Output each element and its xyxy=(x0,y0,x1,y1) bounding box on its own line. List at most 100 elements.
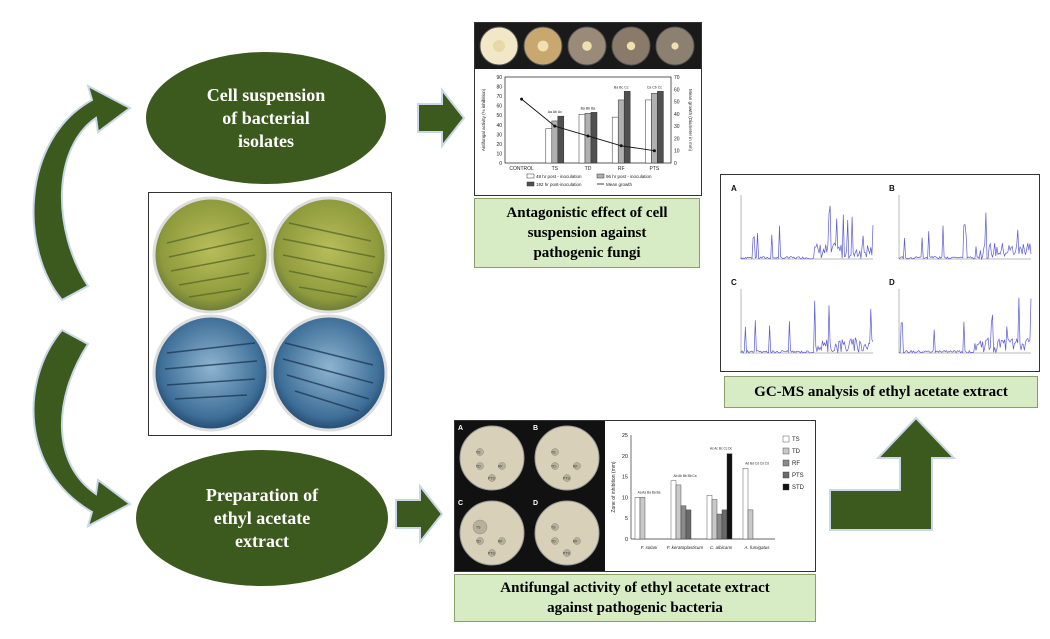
bar-data-label: Ba Bc Cc xyxy=(614,85,629,89)
mean-growth-point xyxy=(619,144,623,148)
y2-tick-label: 50 xyxy=(674,100,680,106)
disc-label: PTS xyxy=(563,552,570,556)
gcms-letter: C xyxy=(731,278,737,287)
legend-swatch xyxy=(782,471,790,479)
y-tick-label: 40 xyxy=(496,123,502,129)
disc-label: TD xyxy=(476,540,481,544)
curved-arrow-top xyxy=(32,84,132,302)
legend-swatch xyxy=(782,447,790,455)
bar xyxy=(675,484,682,540)
legend-label: Mean growth xyxy=(606,182,633,187)
disc xyxy=(498,462,506,470)
y-tick-label: 5 xyxy=(625,516,628,522)
disc xyxy=(551,448,559,456)
mean-growth-point xyxy=(553,124,557,128)
bar xyxy=(657,91,664,164)
disc xyxy=(563,549,571,557)
bar xyxy=(617,99,625,164)
bar-data-label: Ba Bb Ba xyxy=(581,106,596,110)
gcms-letter: D xyxy=(889,278,895,287)
block-arrow-bottom xyxy=(395,483,444,545)
block-arrow-top xyxy=(417,87,466,149)
plate-bottom-right xyxy=(270,314,388,432)
gcms-letter: B xyxy=(889,184,895,193)
x-tick-label: F. keratoplasticum xyxy=(667,545,703,550)
bar xyxy=(711,499,718,540)
x-tick-label: F. solani xyxy=(641,545,658,550)
bar xyxy=(557,115,565,164)
bar xyxy=(706,495,713,540)
plate-top-left xyxy=(152,196,270,314)
disc-label: TS xyxy=(476,526,481,530)
bar-data-label: Ab Ab Bb Bb Ca xyxy=(673,474,696,478)
disc xyxy=(573,537,581,545)
y2-tick-label: 70 xyxy=(674,75,680,81)
petri-letter: D xyxy=(533,500,538,507)
y-tick-label: 20 xyxy=(622,454,628,460)
y-tick-label: 80 xyxy=(496,85,502,91)
bar xyxy=(680,505,687,540)
y-tick-label: 10 xyxy=(622,495,628,501)
legend-swatch xyxy=(782,435,790,443)
y2-tick-label: 10 xyxy=(674,149,680,155)
y2-tick-label: 60 xyxy=(674,87,680,93)
legend-label: 96 hr post - inoculation xyxy=(606,174,652,179)
bar-data-label: Ad Bd Cd Cd Cd xyxy=(745,461,769,465)
mean-growth-point xyxy=(652,149,656,153)
ellipse-cell-suspension-label: Cell suspension of bacterial isolates xyxy=(206,84,326,151)
disc xyxy=(476,448,484,456)
ellipse-cell-suspension: Cell suspension of bacterial isolates xyxy=(146,52,386,184)
bar xyxy=(670,480,677,540)
legend-swatch xyxy=(782,483,790,491)
y-tick-label: 15 xyxy=(622,475,628,481)
antagonistic-chart-panel: 0 10 20 30 40 50 60 70 80 90 0 10 20 30 40 50 60 70 Antifu… xyxy=(474,22,702,196)
bar xyxy=(721,509,728,540)
antifungal-bar-chart: 0 5 10 15 20 25 Zone of inhibition (mm) F. sola… xyxy=(611,433,805,550)
legend-label: TS xyxy=(792,437,800,443)
y-axis-label: Antifungal activity (% inhibition) xyxy=(481,88,486,151)
bar-data-label: Aa Ab Av xyxy=(548,110,562,114)
y2-tick-label: 20 xyxy=(674,136,680,142)
petri-letter: B xyxy=(533,425,538,432)
gcms-trace xyxy=(740,300,874,354)
disc-label: RF xyxy=(498,540,503,544)
ellipse-ethyl-acetate-label: Preparation of ethyl acetate extract xyxy=(205,484,319,551)
disc-label: RF xyxy=(573,540,578,544)
disc-label: RF xyxy=(573,465,578,469)
disc-label: TS xyxy=(551,451,556,455)
gcms-letter: A xyxy=(731,184,737,193)
disc xyxy=(498,537,506,545)
y-tick-label: 25 xyxy=(622,433,628,439)
y-tick-label: 70 xyxy=(496,94,502,100)
bar xyxy=(634,497,641,540)
disc xyxy=(573,462,581,470)
disc xyxy=(551,537,559,545)
bar xyxy=(578,114,586,164)
y-tick-label: 90 xyxy=(496,75,502,81)
petri-letter: C xyxy=(458,500,463,507)
mean-growth-point xyxy=(520,97,524,101)
legend-label: STD xyxy=(792,485,805,491)
disc-label: PTS xyxy=(488,477,495,481)
y2-tick-label: 40 xyxy=(674,112,680,118)
bar xyxy=(651,92,658,164)
y2-axis-label: Mean growth (Diameter in mm) xyxy=(688,89,693,152)
gcms-trace xyxy=(740,205,874,260)
y2-tick-label: 0 xyxy=(674,161,677,167)
bar xyxy=(726,453,733,540)
petri-dish xyxy=(534,425,600,491)
y-tick-label: 10 xyxy=(496,151,502,157)
disc-label: RF xyxy=(498,465,503,469)
x-tick-label: TS xyxy=(552,166,559,172)
legend-label: RF xyxy=(792,461,800,467)
x-tick-label: CONTROL xyxy=(509,166,534,172)
y2-tick-label: 30 xyxy=(674,124,680,130)
disc-label: TS xyxy=(476,451,481,455)
gcms-trace xyxy=(898,212,1032,261)
petri-letter: A xyxy=(458,425,463,432)
bar xyxy=(623,91,631,164)
fungal-colony xyxy=(671,42,679,50)
disc-label: PTS xyxy=(488,552,495,556)
y-tick-label: 0 xyxy=(499,161,502,167)
